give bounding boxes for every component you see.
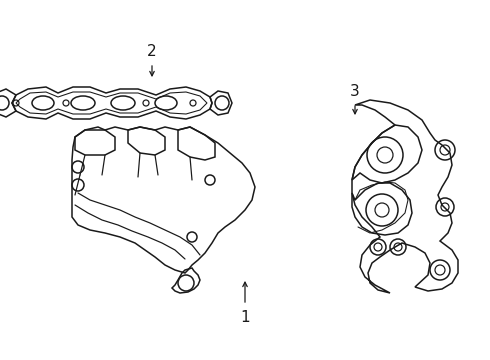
Text: 2: 2 [147, 45, 157, 59]
Text: 3: 3 [350, 85, 360, 99]
Text: 1: 1 [240, 310, 250, 325]
